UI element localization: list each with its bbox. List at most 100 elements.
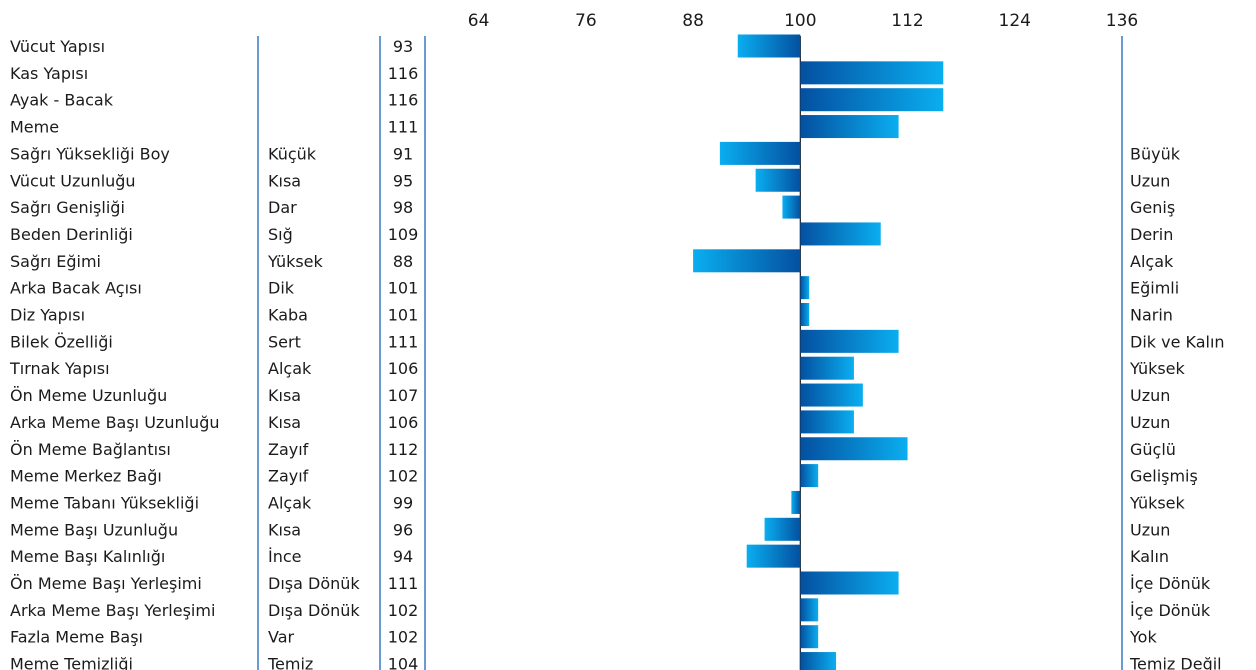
low-end-label: İnce (268, 547, 302, 566)
trait-label: Vücut Yapısı (10, 37, 105, 56)
low-end-label: Alçak (268, 493, 312, 512)
high-end-label: Geniş (1130, 198, 1175, 217)
value-label: 98 (393, 198, 413, 217)
bar (800, 383, 863, 407)
bar (800, 88, 944, 112)
value-label: 106 (388, 413, 419, 432)
bar (800, 276, 810, 300)
value-label: 111 (388, 574, 419, 593)
value-label: 116 (388, 91, 419, 110)
low-end-label: Kısa (268, 520, 301, 539)
low-end-label: Dışa Dönük (268, 601, 360, 620)
high-end-label: Alçak (1130, 252, 1174, 271)
high-end-label: Narin (1130, 306, 1173, 325)
high-end-label: Dik ve Kalın (1130, 332, 1225, 351)
trait-label: Ayak - Bacak (10, 91, 114, 110)
high-end-label: Uzun (1130, 520, 1170, 539)
value-label: 107 (388, 386, 419, 405)
x-tick-labels: 64 76 88 100 112 124 136 (468, 11, 1138, 31)
trait-label: Ön Meme Uzunluğu (10, 386, 167, 405)
bar (800, 571, 899, 595)
bar (791, 490, 801, 514)
trait-label: Arka Bacak Açısı (10, 279, 142, 298)
low-end-label: Dik (268, 279, 295, 298)
value-label: 94 (393, 547, 413, 566)
value-label: 101 (388, 306, 419, 325)
high-end-label: İçe Dönük (1130, 574, 1211, 593)
trait-label: Bilek Özelliği (10, 332, 113, 351)
low-end-label: Var (268, 628, 295, 647)
trait-label: Meme (10, 118, 59, 137)
trait-label: Ön Meme Başı Yerleşimi (10, 574, 202, 593)
bar (800, 222, 881, 246)
trait-label: Meme Başı Kalınlığı (10, 547, 165, 566)
value-label: 112 (388, 440, 419, 459)
value-label: 102 (388, 467, 419, 486)
trait-label: Meme Temizliği (10, 655, 133, 670)
bar (737, 34, 801, 58)
high-end-label: Yok (1129, 628, 1157, 647)
trait-label: Tırnak Yapısı (9, 359, 110, 378)
bar (746, 544, 801, 568)
x-tick-label: 136 (1106, 11, 1138, 31)
high-end-label: Yüksek (1129, 493, 1186, 512)
high-end-label: Gelişmiş (1130, 467, 1198, 486)
bars (693, 34, 944, 670)
row-labels: Vücut Yapısı 93 Kas Yapısı 116 Ayak - Bacak 1… (9, 37, 1225, 670)
value-label: 91 (393, 144, 413, 163)
high-end-label: Uzun (1130, 386, 1170, 405)
bar (800, 437, 908, 461)
low-end-label: Kaba (268, 306, 308, 325)
high-end-label: Temiz Değil (1129, 655, 1222, 670)
trait-label: Sağrı Eğimi (10, 252, 101, 271)
value-label: 106 (388, 359, 419, 378)
bar (764, 517, 801, 541)
bar (800, 115, 899, 139)
low-end-label: Sert (268, 332, 301, 351)
bar (693, 249, 801, 273)
bar (800, 464, 819, 488)
bar (800, 652, 837, 670)
low-end-label: Kısa (268, 413, 301, 432)
value-label: 104 (388, 655, 419, 670)
low-end-label: Zayıf (268, 440, 309, 459)
low-end-label: Kısa (268, 386, 301, 405)
low-end-label: Yüksek (267, 252, 324, 271)
high-end-label: Uzun (1130, 171, 1170, 190)
axis-lines (257, 36, 1123, 670)
value-label: 102 (388, 601, 419, 620)
x-tick-label: 76 (575, 11, 597, 31)
x-tick-label: 88 (682, 11, 704, 31)
bar (800, 61, 944, 85)
value-label: 96 (393, 520, 413, 539)
bar (800, 410, 854, 434)
low-end-label: Dar (268, 198, 297, 217)
value-label: 109 (388, 225, 419, 244)
high-end-label: Yüksek (1129, 359, 1186, 378)
bar (800, 625, 819, 649)
bar (755, 168, 801, 192)
value-label: 95 (393, 171, 413, 190)
trait-label: Meme Merkez Bağı (10, 467, 162, 486)
low-end-label: Dışa Dönük (268, 574, 360, 593)
high-end-label: Eğimli (1130, 279, 1179, 298)
value-label: 88 (393, 252, 413, 271)
high-end-label: Derin (1130, 225, 1173, 244)
high-end-label: Kalın (1130, 547, 1169, 566)
x-tick-label: 100 (784, 11, 816, 31)
x-tick-label: 124 (999, 11, 1031, 31)
low-end-label: Temiz (267, 655, 313, 670)
low-end-label: Kısa (268, 171, 301, 190)
trait-label: Beden Derinliği (10, 225, 133, 244)
low-end-label: Sığ (268, 225, 293, 244)
bar (800, 598, 819, 622)
x-tick-label: 64 (468, 11, 490, 31)
trait-label: Sağrı Genişliği (10, 198, 125, 217)
value-label: 102 (388, 628, 419, 647)
bar (719, 141, 801, 165)
low-end-label: Zayıf (268, 467, 309, 486)
high-end-label: Güçlü (1130, 440, 1176, 459)
trait-label: Fazla Meme Başı (10, 628, 143, 647)
value-label: 101 (388, 279, 419, 298)
